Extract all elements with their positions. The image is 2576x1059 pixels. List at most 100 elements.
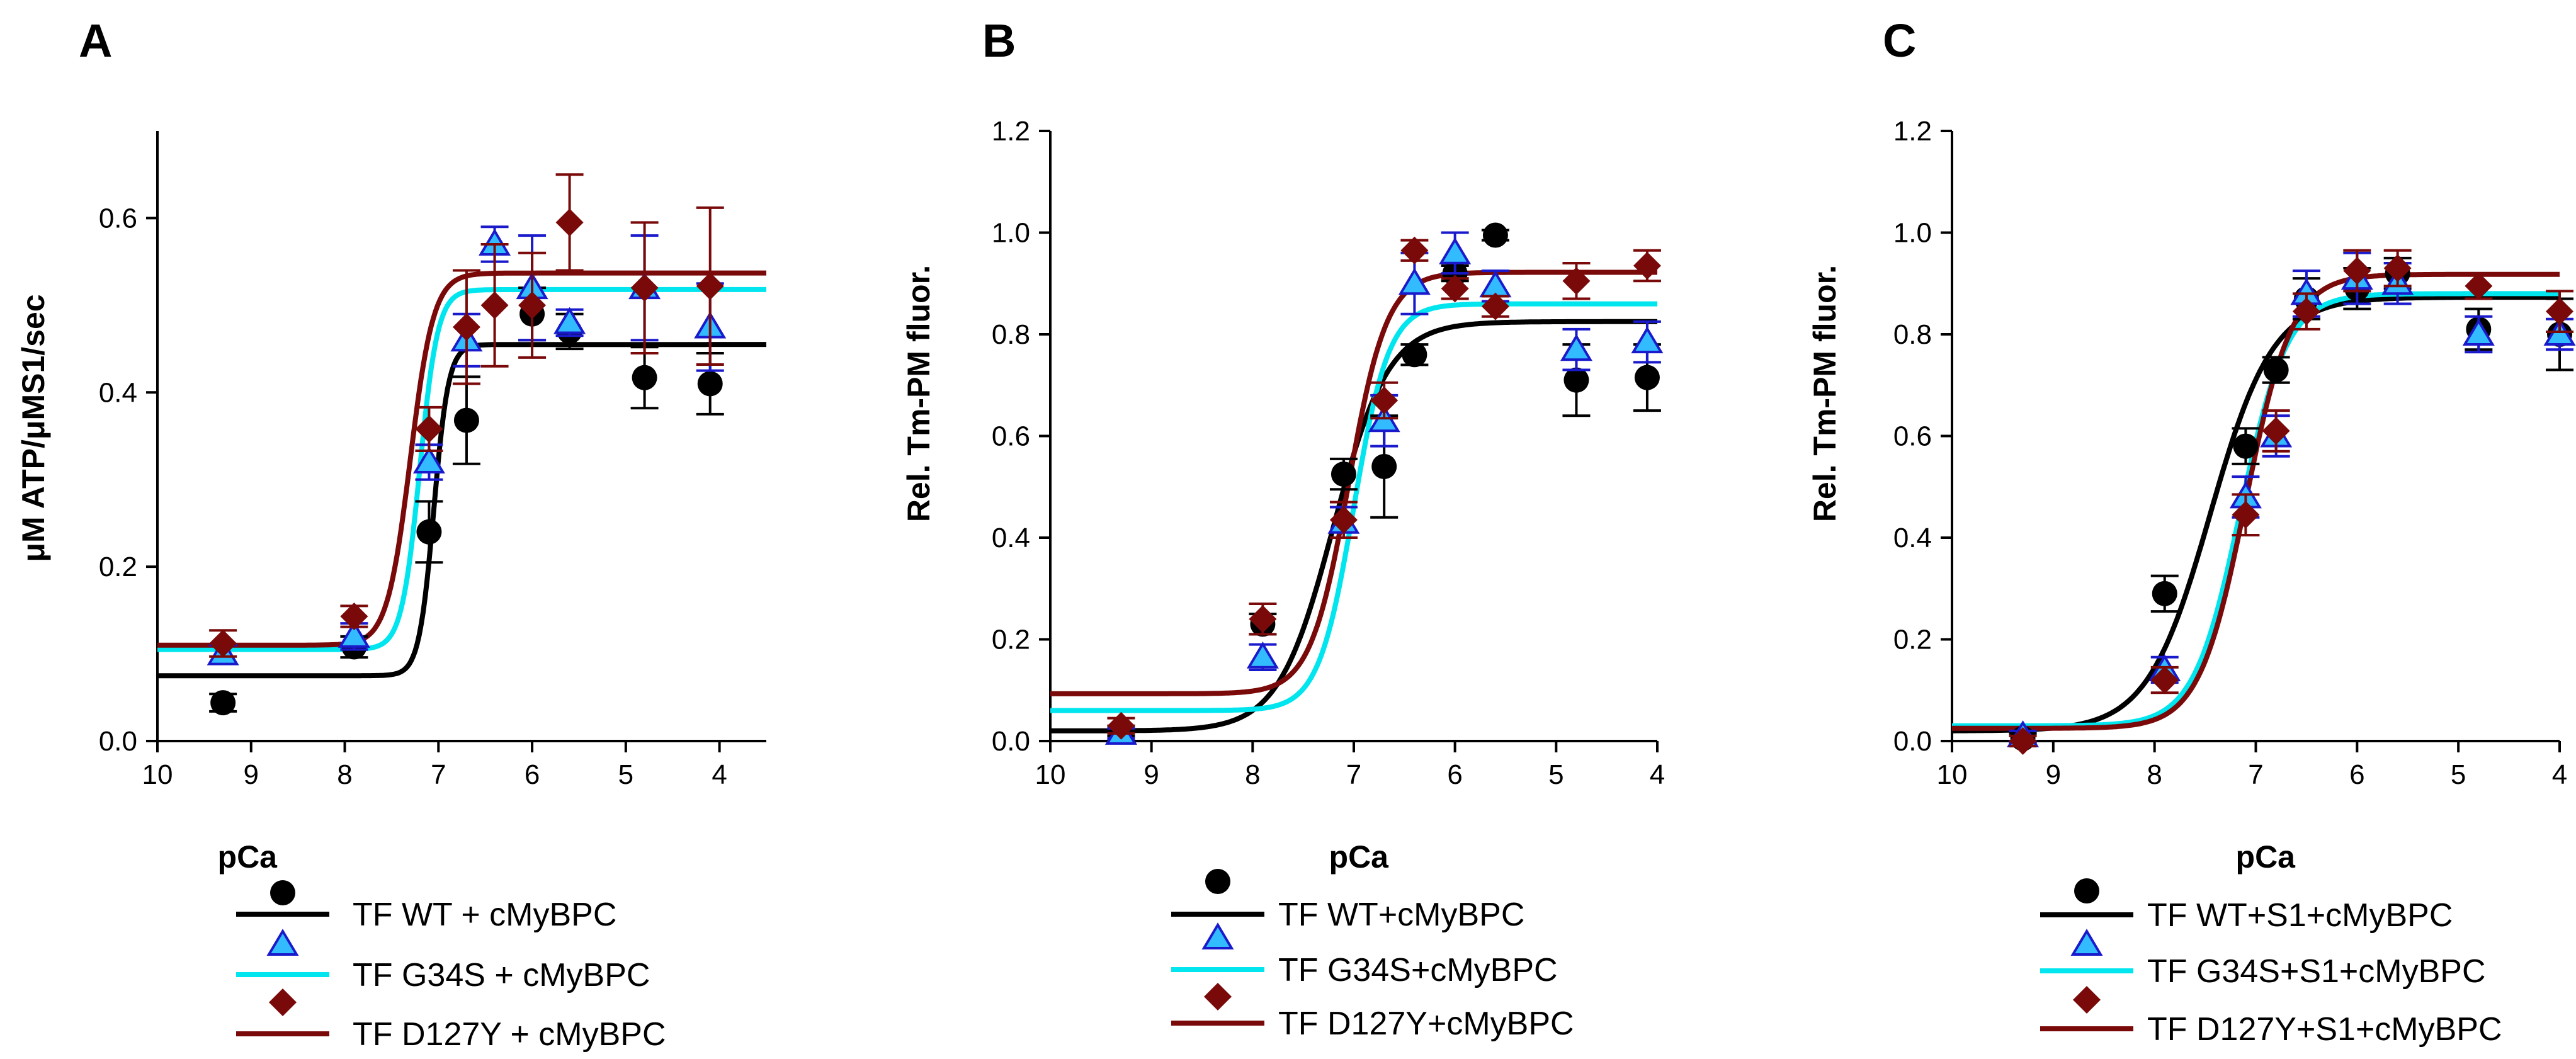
y-tick-label-b: 0.2 [992, 625, 1030, 655]
plot-area-b: 10 9 8 7 6 5 4 0.0 0.2 0.4 0.6 0.8 1.0 1.2 [992, 116, 1665, 790]
x-axis-title-a: pCa [218, 839, 278, 875]
data-point-d127y-c [2262, 417, 2290, 445]
data-point-d127y-a [340, 603, 368, 631]
data-point-g34s-b [1560, 334, 1592, 361]
x-tick-label-b: 5 [1548, 759, 1563, 790]
x-tick-label-a: 6 [525, 759, 540, 790]
fit-curve-g34s-a [157, 286, 766, 652]
data-point-wt-b [1402, 342, 1427, 368]
legend-label-d127y-c: TF D127Y+S1+cMyBPC [2147, 1011, 2502, 1048]
x-tick-label-b: 6 [1447, 759, 1462, 790]
legend-marker-g34s-b [1201, 922, 1234, 949]
y-tick-label-b: 1.2 [992, 116, 1030, 147]
x-tick-label-c: 5 [2451, 759, 2466, 790]
y-tick-label-b: 0.8 [992, 319, 1030, 350]
data-point-wt-a [416, 519, 442, 545]
data-point-d127y-a [518, 291, 547, 319]
x-tick-label-a: 9 [244, 759, 259, 790]
data-point-wt-c [2263, 357, 2289, 383]
x-tick-label-c: 4 [2552, 759, 2567, 790]
data-point-d127y-b [1562, 267, 1591, 295]
data-point-d127y-b [1441, 275, 1469, 303]
legend-label-d127y-a: TF D127Y + cMyBPC [353, 1016, 666, 1053]
y-tick-label-c: 0.8 [1893, 319, 1932, 350]
panel-letter-a: A [79, 14, 112, 67]
y-tick-label-a: 0.0 [99, 726, 137, 757]
data-point-g34s-a [553, 307, 586, 334]
data-point-wt-b [1482, 222, 1508, 248]
x-tick-label-c: 8 [2147, 759, 2162, 790]
y-axis-title-c: Rel. Tm-PM fluor. [1807, 265, 1842, 522]
y-tick-label-a: 0.6 [99, 203, 137, 234]
y-axis-title-b: Rel. Tm-PM fluor. [901, 265, 936, 522]
panel-b: B 10 9 8 7 6 5 4 0.0 0.2 0.4 0.6 0.8 1.0 1.2 pCa Rel.… [901, 14, 1665, 1042]
data-point-g34s-b [1398, 268, 1431, 295]
data-point-d127y-a [555, 208, 584, 237]
legend-label-g34s-a: TF G34S + cMyBPC [353, 957, 650, 994]
data-point-wt-b [1563, 367, 1589, 393]
data-point-d127y-b [1107, 711, 1135, 740]
x-tick-label-a: 7 [431, 759, 446, 790]
x-tick-label-a: 5 [618, 759, 633, 790]
data-point-g34s-b [1631, 326, 1664, 354]
y-tick-label-c: 0.2 [1893, 625, 1932, 655]
data-point-d127y-b [1400, 236, 1429, 264]
data-point-wt-b [1331, 462, 1356, 487]
legend-label-d127y-b: TF D127Y+cMyBPC [1278, 1005, 1574, 1042]
x-tick-label-c: 10 [1937, 759, 1968, 790]
data-point-d127y-b [1329, 506, 1358, 534]
data-point-d127y-c [2009, 727, 2037, 755]
data-point-d127y-a [630, 274, 659, 302]
data-point-wt-a [453, 407, 479, 433]
data-point-g34s-a [412, 446, 445, 474]
fit-curve-d127y-b [1050, 269, 1657, 696]
y-tick-label-c: 0.6 [1893, 421, 1932, 452]
legend-label-g34s-c: TF G34S+S1+cMyBPC [2147, 953, 2486, 990]
legend-marker-wt-a [270, 880, 295, 905]
plot-area-c: 10 9 8 7 6 5 4 0.0 0.2 0.4 0.6 0.8 1.0 1.2 [1893, 116, 2576, 790]
plot-area-a: 10 9 8 7 6 5 4 0.0 0.2 0.4 0.6 [99, 131, 766, 790]
data-point-wt-a [210, 690, 236, 716]
y-tick-label-a: 0.4 [99, 377, 137, 408]
y-tick-label-b: 0.6 [992, 421, 1030, 452]
data-point-wt-a [697, 371, 723, 397]
y-tick-label-c: 1.2 [1893, 116, 1932, 147]
x-axis-title-c: pCa [2236, 839, 2296, 875]
data-point-d127y-c [2546, 297, 2573, 326]
data-point-wt-c [2233, 433, 2259, 459]
data-point-d127y-c [2343, 257, 2371, 285]
legend-marker-wt-b [1205, 869, 1230, 894]
x-tick-label-b: 10 [1035, 759, 1066, 790]
legend-b: TF WT+cMyBPC TF G34S+cMyBPC TF D127Y+cMy… [1171, 869, 1574, 1042]
data-point-wt-a [632, 365, 657, 390]
legend-a: TF WT + cMyBPC TF G34S + cMyBPC TF D127Y… [236, 880, 666, 1053]
panel-letter-b: B [982, 14, 1016, 67]
data-point-d127y-a [452, 313, 480, 341]
legend-marker-g34s-a [266, 929, 299, 956]
y-tick-label-c: 0.0 [1893, 726, 1932, 757]
data-point-d127y-c [2292, 297, 2320, 326]
x-tick-label-a: 4 [712, 759, 727, 790]
x-tick-label-a: 8 [337, 759, 352, 790]
data-point-d127y-b [1370, 386, 1399, 414]
data-point-d127y-c [2465, 272, 2493, 300]
fit-curve-d127y-a [157, 270, 766, 648]
data-point-d127y-a [209, 629, 237, 657]
data-point-g34s-a [338, 620, 370, 648]
legend-marker-d127y-b [1204, 983, 1232, 1011]
legend-label-wt-b: TF WT+cMyBPC [1278, 897, 1524, 933]
legend-marker-wt-c [2074, 878, 2099, 903]
fit-curve-wt-a [157, 342, 766, 679]
x-axis-title-b: pCa [1329, 839, 1390, 875]
data-point-d127y-b [1633, 251, 1661, 280]
x-tick-label-c: 9 [2046, 759, 2061, 790]
panel-c: C 10 9 8 7 6 5 4 0.0 0.2 0.4 0.6 0.8 1.0 1.2 pCa Rel.… [1807, 14, 2576, 1048]
y-tick-label-c: 1.0 [1893, 218, 1932, 249]
data-point-d127y-b [1481, 292, 1509, 320]
data-point-d127y-c [2383, 254, 2412, 283]
data-point-g34s-b [1246, 641, 1279, 669]
data-point-d127y-c [2150, 666, 2179, 694]
data-point-g34s-b [1439, 237, 1472, 264]
data-point-d127y-a [696, 272, 724, 300]
